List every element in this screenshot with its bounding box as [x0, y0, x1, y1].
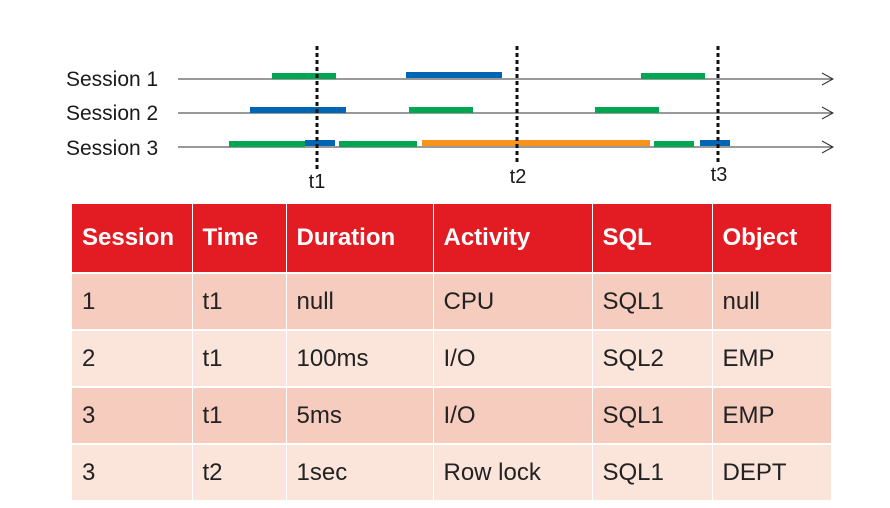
cell-time: t1 [192, 329, 287, 387]
table-row: 1 t1 null CPU SQL1 null [72, 272, 831, 330]
header-activity: Activity [433, 204, 593, 273]
segment-cpu [409, 107, 473, 113]
session-2-arrow-icon [821, 106, 835, 120]
segment-cpu [339, 141, 417, 147]
session-label-1: Session 1 [66, 68, 158, 91]
cell-activity: Row lock [433, 443, 593, 500]
cell-activity: I/O [433, 329, 593, 387]
cell-session: 2 [72, 329, 193, 387]
cell-object: EMP [712, 386, 831, 444]
segment-io [305, 140, 335, 146]
header-session: Session [72, 204, 193, 273]
table-row: 3 t1 5ms I/O SQL1 EMP [72, 386, 831, 444]
ash-sample-table: Session Time Duration Activity SQL Objec… [72, 204, 831, 500]
cell-duration: 5ms [286, 386, 434, 444]
cell-object: EMP [712, 329, 831, 387]
header-duration: Duration [286, 204, 434, 273]
marker-label-t3: t3 [711, 164, 728, 186]
session-label-2: Session 2 [66, 102, 158, 125]
session-3-arrow-icon [821, 140, 835, 154]
cell-session: 3 [72, 443, 193, 500]
table-row: 3 t2 1sec Row lock SQL1 DEPT [72, 443, 831, 500]
segment-io [250, 107, 346, 113]
cell-duration: 1sec [286, 443, 434, 500]
cell-sql: SQL2 [592, 329, 713, 387]
segment-io [406, 72, 502, 78]
segment-cpu [272, 73, 336, 79]
cell-sql: SQL1 [592, 443, 713, 500]
segment-cpu [654, 141, 694, 147]
segment-io [700, 140, 730, 146]
cell-sql: SQL1 [592, 386, 713, 444]
table-row: 2 t1 100ms I/O SQL2 EMP [72, 329, 831, 387]
header-time: Time [192, 204, 287, 273]
segment-cpu [595, 107, 659, 113]
header-sql: SQL [592, 204, 713, 273]
session-timeline: Session 1 Session 2 Session 3 t1 t2 t3 [66, 46, 835, 193]
cell-duration: null [286, 272, 434, 330]
cell-object: null [712, 272, 831, 330]
marker-label-t2: t2 [510, 166, 527, 188]
cell-sql: SQL1 [592, 272, 713, 330]
cell-time: t1 [192, 272, 287, 330]
cell-duration: 100ms [286, 329, 434, 387]
session-1-arrow-icon [821, 72, 835, 86]
cell-time: t1 [192, 386, 287, 444]
table-header-row: Session Time Duration Activity SQL Objec… [72, 204, 831, 273]
cell-activity: CPU [433, 272, 593, 330]
segment-cpu [229, 141, 305, 147]
cell-activity: I/O [433, 386, 593, 444]
header-object: Object [712, 204, 831, 273]
segment-lock [422, 140, 650, 146]
segment-cpu [641, 73, 705, 79]
cell-session: 3 [72, 386, 193, 444]
cell-session: 1 [72, 272, 193, 330]
marker-label-t1: t1 [309, 171, 326, 193]
activity-segments [229, 72, 730, 147]
cell-time: t2 [192, 443, 287, 500]
cell-object: DEPT [712, 443, 831, 500]
session-label-3: Session 3 [66, 137, 158, 160]
